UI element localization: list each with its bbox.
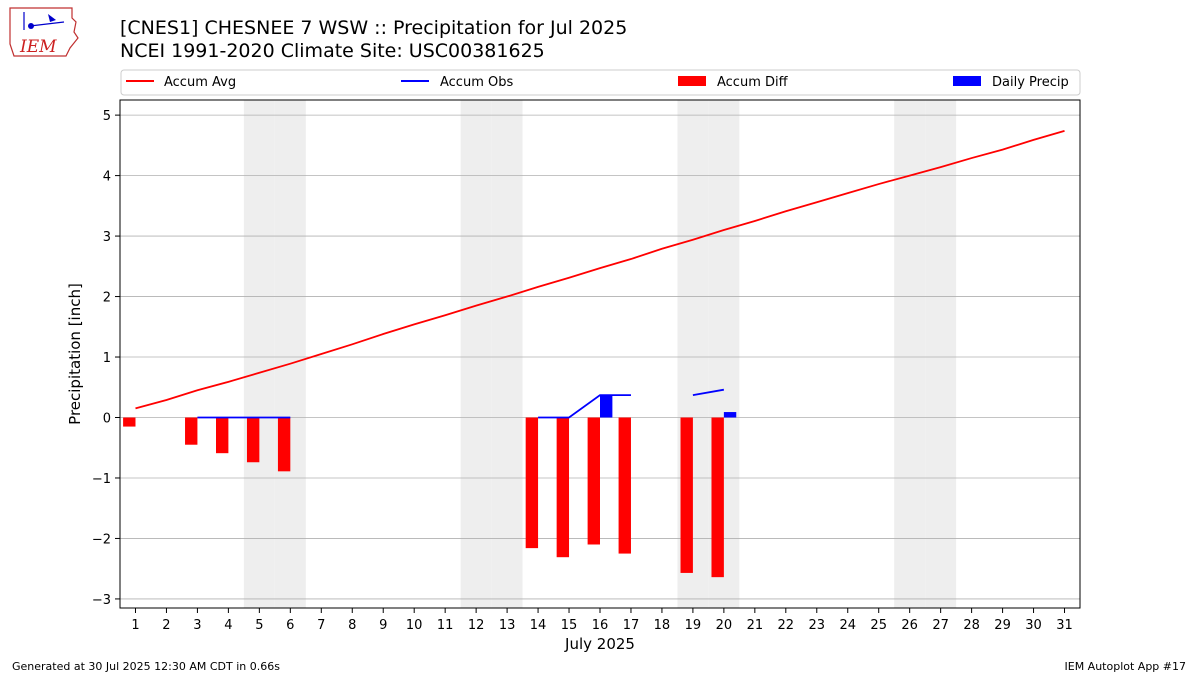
xtick-label-11: 11 — [437, 618, 454, 633]
xtick-label-22: 22 — [778, 618, 795, 633]
xtick-label-3: 3 — [193, 618, 201, 633]
weekend-band-day-6 — [274, 100, 306, 608]
x-axis-ticks: 1 2 3 4 5 6 7 8 9 10 11 12 13 14 15 16 17 18 19 20 21 22 23 24 2… — [131, 608, 1073, 633]
xtick-label-5: 5 — [255, 618, 263, 633]
iem-logo: IEM — [9, 7, 79, 57]
ytick-label-5: 2 — [103, 291, 111, 306]
xtick-label-31: 31 — [1056, 618, 1073, 633]
accum-obs-line-segment-2 — [692, 388, 725, 397]
xtick-label-10: 10 — [406, 618, 423, 633]
xtick-label-6: 6 — [286, 618, 294, 633]
chart-subtitle: NCEI 1991-2020 Climate Site: USC00381625 — [120, 40, 545, 62]
accum-avg-line-segment-0 — [135, 129, 1065, 410]
xtick-label-26: 26 — [901, 618, 918, 633]
state-outline-icon — [9, 7, 79, 57]
accum-diff-bar-day-19 — [680, 417, 693, 573]
xtick-label-25: 25 — [870, 618, 887, 633]
accum-diff-bar-day-1 — [123, 417, 136, 427]
xtick-label-21: 21 — [747, 618, 764, 633]
xtick-label-1: 1 — [131, 618, 139, 633]
accum-diff-bar-day-6 — [277, 417, 291, 472]
weekend-band-day-13 — [491, 100, 523, 608]
accum-diff-bar-day-17 — [618, 417, 631, 554]
accum-diff-bar-day-14 — [525, 417, 539, 549]
line-series — [135, 129, 1065, 419]
xtick-label-28: 28 — [963, 618, 980, 633]
ytick-label-2: −1 — [92, 472, 111, 487]
xtick-label-17: 17 — [623, 618, 640, 633]
daily-precip-bar-day-20 — [723, 412, 737, 418]
legend-swatch-accum-diff — [678, 76, 706, 86]
weekend-band-day-12 — [460, 100, 492, 608]
weekend-shading — [243, 100, 957, 608]
generated-timestamp: Generated at 30 Jul 2025 12:30 AM CDT in… — [12, 660, 280, 673]
ytick-label-3: 0 — [103, 412, 111, 427]
legend-label-daily-precip: Daily Precip — [992, 75, 1069, 90]
accum-diff-bar-day-3 — [185, 417, 198, 445]
bar-series — [123, 395, 737, 578]
xtick-label-14: 14 — [530, 618, 547, 633]
xtick-label-8: 8 — [348, 618, 356, 633]
weekend-band-day-27 — [925, 100, 957, 608]
weekend-band-day-5 — [243, 100, 275, 608]
accum-diff-bar-day-20 — [711, 417, 724, 578]
legend: Accum Avg Accum Obs Accum Diff Daily Pre… — [120, 69, 1081, 96]
accum-diff-bar-day-5 — [246, 417, 260, 463]
accum-diff-bar-day-15 — [556, 417, 570, 558]
xtick-label-12: 12 — [468, 618, 485, 633]
xtick-label-18: 18 — [654, 618, 671, 633]
ytick-label-8: 5 — [103, 109, 111, 124]
app-credit: IEM Autoplot App #17 — [1064, 660, 1187, 673]
xtick-label-29: 29 — [994, 618, 1011, 633]
legend-swatch-daily-precip — [953, 76, 981, 86]
xtick-label-13: 13 — [499, 618, 516, 633]
xtick-label-4: 4 — [224, 618, 232, 633]
wind-vane-icon — [48, 14, 56, 22]
ytick-label-0: −3 — [92, 593, 111, 608]
accum-obs-line-segment-1 — [538, 394, 631, 419]
ytick-label-7: 4 — [103, 170, 111, 185]
logo-line — [29, 21, 65, 27]
legend-label-accum-diff: Accum Diff — [717, 75, 789, 90]
y-axis-label: Precipitation [inch] — [66, 283, 84, 425]
xtick-label-9: 9 — [379, 618, 387, 633]
weekend-band-day-26 — [894, 100, 926, 608]
logo-text: IEM — [19, 37, 57, 57]
legend-box — [120, 69, 1081, 96]
xtick-label-27: 27 — [932, 618, 949, 633]
xtick-label-16: 16 — [592, 618, 609, 633]
xtick-label-20: 20 — [716, 618, 733, 633]
x-axis-label: July 2025 — [564, 635, 635, 653]
xtick-label-23: 23 — [809, 618, 826, 633]
legend-label-accum-obs: Accum Obs — [440, 75, 513, 90]
xtick-label-15: 15 — [561, 618, 578, 633]
xtick-label-19: 19 — [685, 618, 702, 633]
ytick-label-6: 3 — [103, 230, 111, 245]
xtick-label-24: 24 — [839, 618, 856, 633]
y-axis-ticks: −3 −2 −1 0 1 2 3 4 5 — [92, 109, 120, 608]
daily-precip-bar-day-16 — [600, 395, 613, 418]
xtick-label-30: 30 — [1025, 618, 1042, 633]
accum-diff-bar-day-16 — [587, 417, 600, 545]
accum-diff-bar-day-4 — [216, 417, 229, 454]
chart-title: [CNES1] CHESNEE 7 WSW :: Precipitation f… — [120, 17, 628, 39]
legend-label-accum-avg: Accum Avg — [164, 75, 236, 90]
ytick-label-4: 1 — [103, 351, 111, 366]
xtick-label-2: 2 — [162, 618, 170, 633]
xtick-label-7: 7 — [317, 618, 325, 633]
ytick-label-1: −2 — [92, 532, 111, 547]
